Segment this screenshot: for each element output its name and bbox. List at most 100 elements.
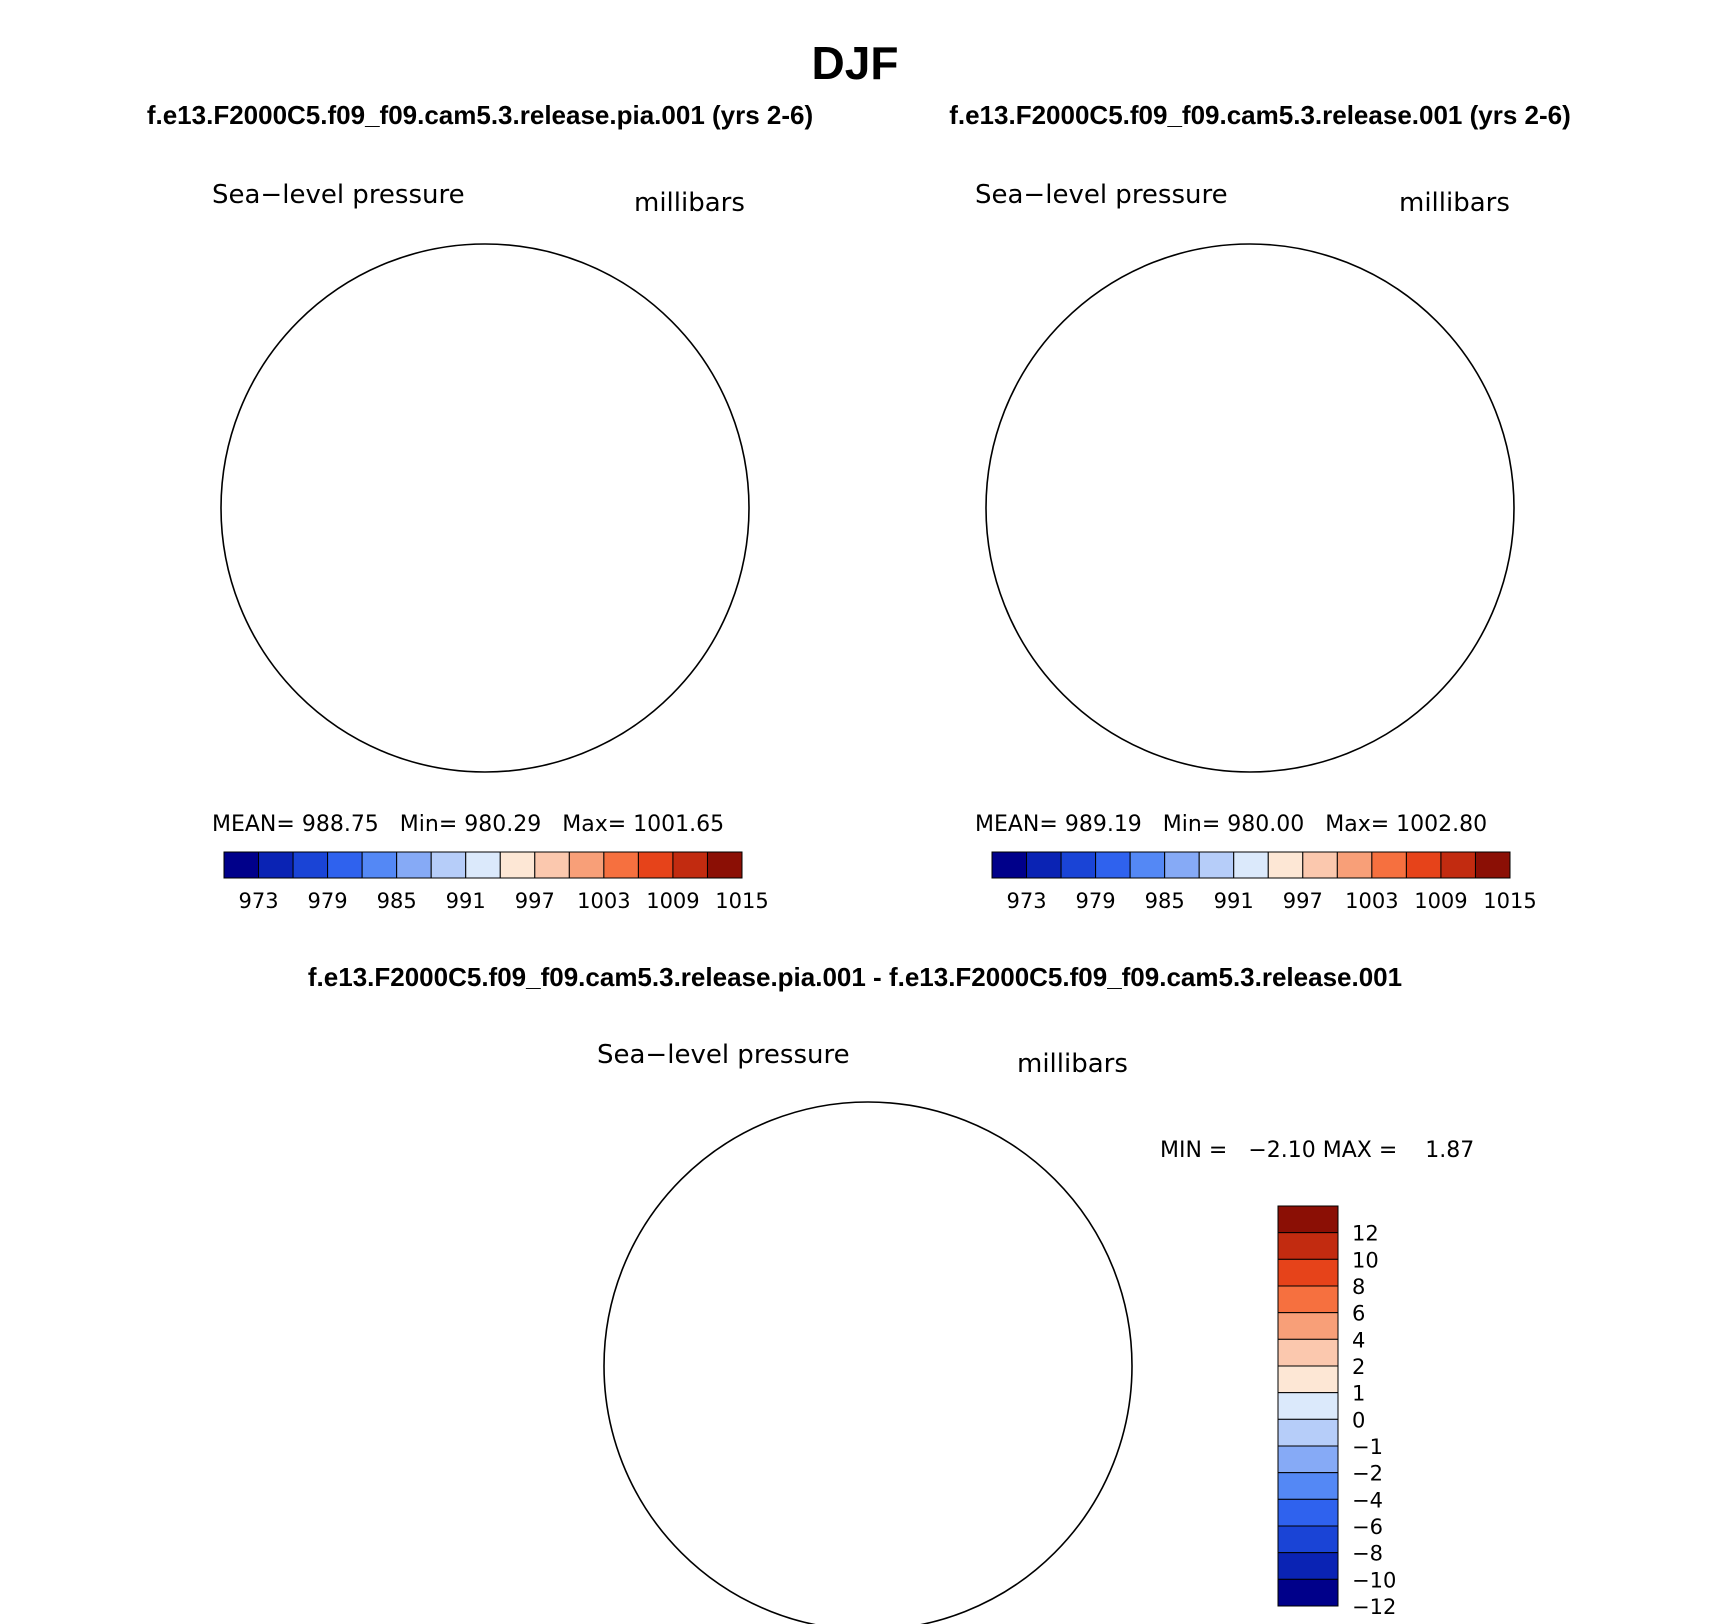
panel3-colorbar-tick-label: 4 xyxy=(1352,1328,1365,1352)
panel3-colorbar-swatch xyxy=(1277,1552,1339,1580)
panel1-colorbar-swatch xyxy=(292,851,329,879)
panel2-min-label: Min= xyxy=(1162,812,1221,837)
panel2-colorbar-tick-label: 1015 xyxy=(1483,889,1536,913)
panel2-colorbar-swatch xyxy=(1302,851,1338,879)
panel2-header: f.e13.F2000C5.f09_f09.cam5.3.release.001… xyxy=(949,100,1571,130)
panel1-units-label: millibars xyxy=(634,188,745,218)
panel2-field-label: Sea−level pressure xyxy=(975,180,1228,210)
panel1-max-value: 1001.65 xyxy=(633,812,725,837)
panel2-colorbar-tick-label: 1003 xyxy=(1345,889,1398,913)
panel1-colorbar-swatch xyxy=(534,851,570,879)
panel3-minmax: MIN = −2.10 MAX = 1.87 xyxy=(1160,1138,1475,1163)
panel2-colorbar-tick-label: 991 xyxy=(1214,889,1254,913)
panel1-colorbar-swatch xyxy=(672,851,708,879)
panel2-colorbar-swatch xyxy=(1198,851,1235,879)
panel3-colorbar-tick-label: −10 xyxy=(1352,1568,1396,1592)
panel1-colorbar-swatch xyxy=(430,851,467,879)
panel3-colorbar-swatch xyxy=(1277,1312,1339,1340)
panel3-units-label: millibars xyxy=(1017,1049,1128,1079)
page-title: DJF xyxy=(811,37,899,89)
panel2-colorbar: 973 979 985 991 997 1003 1009 1015 xyxy=(991,851,1537,913)
panel1-colorbar-tick-label: 1009 xyxy=(646,889,699,913)
panel1-colorbar-swatch xyxy=(396,851,432,879)
panel3-colorbar-swatch xyxy=(1277,1285,1339,1314)
panel2-colorbar-tick-label: 985 xyxy=(1145,889,1185,913)
panel3-colorbar-tick-label: −4 xyxy=(1352,1488,1383,1512)
panel3-colorbar-swatch xyxy=(1277,1525,1339,1554)
panel3-colorbar-swatch xyxy=(1277,1205,1339,1234)
panel2-colorbar-swatch xyxy=(1164,851,1200,879)
panel3-colorbar-tick-label: −2 xyxy=(1352,1462,1383,1486)
panel1-header: f.e13.F2000C5.f09_f09.cam5.3.release.pia… xyxy=(146,100,814,130)
panel1-colorbar-tick-label: 985 xyxy=(377,889,417,913)
panel2-colorbar-swatch xyxy=(1405,851,1442,879)
panel3-colorbar-tick-label: −6 xyxy=(1352,1515,1383,1539)
panel2-colorbar-tick-label: 973 xyxy=(1006,889,1046,913)
panel1-colorbar-swatch xyxy=(223,851,260,879)
panel3-colorbar-swatch xyxy=(1277,1365,1339,1394)
panel3-colorbar-tick-label: −12 xyxy=(1352,1595,1396,1619)
panel1-colorbar-swatch xyxy=(499,851,536,879)
panel2-colorbar-tick-label: 997 xyxy=(1283,889,1323,913)
panel3-colorbar-tick-label: 1 xyxy=(1352,1382,1365,1406)
panel2-colorbar-swatch xyxy=(1440,851,1476,879)
panel3-colorbar-swatch xyxy=(1277,1445,1339,1474)
panel2-units-label: millibars xyxy=(1399,188,1510,218)
panel2-colorbar-swatch xyxy=(1474,851,1511,879)
panel2-min-value: 980.00 xyxy=(1227,812,1305,837)
panel1-colorbar-swatch xyxy=(258,851,294,879)
panel2-colorbar-tick-label: 1009 xyxy=(1414,889,1467,913)
panel3-colorbar-swatch xyxy=(1277,1578,1339,1607)
panel1-colorbar-swatch xyxy=(327,851,363,879)
panel2-colorbar-swatch xyxy=(1267,851,1304,879)
panel1-field-label: Sea−level pressure xyxy=(212,180,465,210)
panel1-colorbar-tick-label: 991 xyxy=(446,889,486,913)
panel3-colorbar-swatch xyxy=(1277,1338,1339,1367)
panel2-mean-value: 989.19 xyxy=(1064,812,1142,837)
panel1-map xyxy=(220,243,755,790)
panel3-colorbar-tick-label: 8 xyxy=(1352,1275,1365,1299)
panel2-colorbar-swatch xyxy=(1129,851,1166,879)
panel1-max-label: Max= xyxy=(562,812,627,837)
panel2-mean-label: MEAN= xyxy=(975,812,1058,837)
panel2-stats: MEAN= 989.19 Min= 980.00 Max= 1002.80 xyxy=(975,812,1487,837)
panel2-colorbar-swatch xyxy=(1026,851,1062,879)
panel3-colorbar-tick-label: −1 xyxy=(1352,1435,1383,1459)
panel3-colorbar-swatch xyxy=(1277,1498,1339,1527)
panel3-colorbar-swatch xyxy=(1277,1472,1339,1500)
panel1-mean-label: MEAN= xyxy=(212,812,295,837)
panel3-colorbar-swatch xyxy=(1277,1258,1339,1287)
panel1-stats: MEAN= 988.75 Min= 980.29 Max= 1001.65 xyxy=(212,812,724,837)
panel1-colorbar-tick-label: 973 xyxy=(238,889,278,913)
panel1-colorbar-swatch xyxy=(465,851,501,879)
panel1-colorbar-swatch xyxy=(706,851,743,879)
panel3-header: f.e13.F2000C5.f09_f09.cam5.3.release.pia… xyxy=(307,962,1403,992)
panel2-colorbar-tick-label: 979 xyxy=(1076,889,1116,913)
panel2-colorbar-swatch xyxy=(1371,851,1407,879)
panel3-colorbar-tick-label: 6 xyxy=(1352,1302,1365,1326)
panel3-colorbar-tick-label: 10 xyxy=(1352,1248,1379,1272)
panel3-field-label: Sea−level pressure xyxy=(597,1040,850,1070)
panel3-colorbar-tick-label: −8 xyxy=(1352,1542,1383,1566)
panel1-colorbar: 973 979 985 991 997 1003 1009 1015 xyxy=(223,851,769,913)
panel1-colorbar-swatch xyxy=(361,851,398,879)
panel3-colorbar-tick-label: 0 xyxy=(1352,1408,1365,1432)
panel3-colorbar-tick-label: 2 xyxy=(1352,1355,1365,1379)
panel2-colorbar-swatch xyxy=(1233,851,1269,879)
panel1-colorbar-tick-label: 1003 xyxy=(577,889,630,913)
panel1-min-label: Min= xyxy=(399,812,458,837)
panel1-colorbar-swatch xyxy=(637,851,674,879)
panel1-colorbar-tick-label: 979 xyxy=(308,889,348,913)
panel2-colorbar-swatch xyxy=(1336,851,1373,879)
panel3-colorbar-swatch xyxy=(1277,1392,1339,1420)
panel1-mean-value: 988.75 xyxy=(301,812,379,837)
panel1-colorbar-tick-label: 997 xyxy=(515,889,555,913)
panel2-colorbar-swatch xyxy=(1095,851,1131,879)
panel2-max-value: 1002.80 xyxy=(1396,812,1488,837)
panel3-map xyxy=(603,1101,1133,1624)
panel2-colorbar-swatch xyxy=(1060,851,1097,879)
panel1-min-value: 980.29 xyxy=(464,812,542,837)
panel3-colorbar-swatch xyxy=(1277,1232,1339,1260)
panel2-max-label: Max= xyxy=(1325,812,1390,837)
